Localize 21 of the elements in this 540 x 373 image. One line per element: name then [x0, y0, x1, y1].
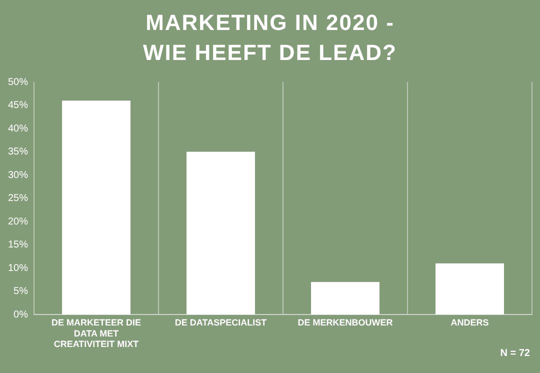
- bar: [311, 282, 380, 315]
- text: N = 72: [500, 348, 530, 359]
- y-tick-label: 35%: [8, 146, 28, 158]
- x-tick-label: DE MERKENBOUWER: [298, 317, 394, 328]
- y-tick-label: 25%: [8, 193, 28, 204]
- y-tick-label: 15%: [8, 240, 28, 251]
- y-tick-label: 50%: [8, 76, 28, 88]
- x-tick-label: ANDERS: [450, 317, 489, 328]
- y-tick-label: 45%: [8, 100, 28, 112]
- chart-title: MARKETING IN 2020 - WIE HEEFT DE LEAD?: [142, 9, 398, 67]
- bar: [62, 100, 130, 315]
- bar: [436, 263, 504, 315]
- y-tick-label: 40%: [8, 123, 28, 134]
- y-tick-label: 30%: [8, 170, 28, 181]
- bar: [186, 152, 255, 315]
- y-tick-label: 10%: [8, 262, 28, 274]
- x-tick-label: DE DATASPECIALIST: [174, 317, 268, 328]
- y-tick-label: 5%: [14, 286, 28, 298]
- y-tick-label: 0%: [14, 309, 28, 320]
- y-tick-label: 20%: [8, 216, 28, 228]
- x-tick-label: DE MARKETEER DIE DATA MET CREATIVITEIT MIXT: [52, 317, 142, 350]
